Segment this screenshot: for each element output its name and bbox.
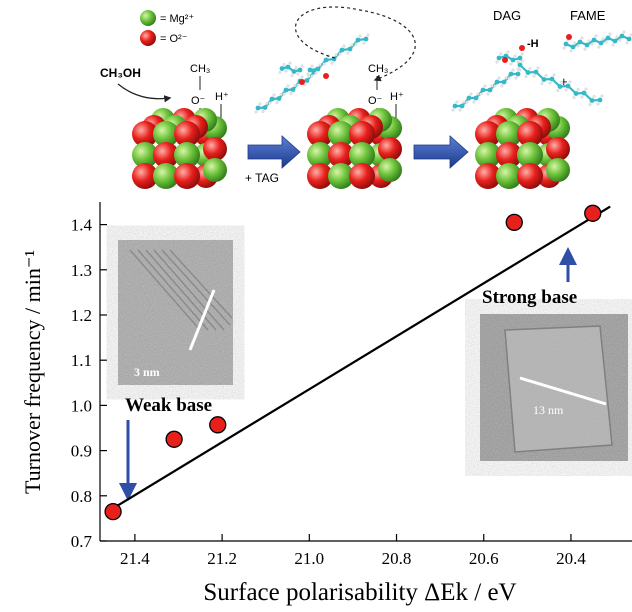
methanol-label: CH₃OH: [100, 66, 141, 80]
methanol-arrow: [117, 83, 172, 103]
y-tick-label: 0.7: [71, 532, 93, 551]
x-tick-label: 21.2: [207, 549, 237, 568]
methyl-label-1: CH₃: [190, 63, 210, 75]
x-axis-title: Surface polarisability ΔEk / eV: [203, 579, 516, 606]
weak-base-label: Weak base: [125, 395, 212, 416]
data-point: [505, 213, 523, 231]
data-points: [104, 204, 602, 521]
tag-molecule: [254, 33, 370, 114]
reaction-arrow-2: [413, 135, 469, 169]
dag-molecule: [451, 45, 604, 112]
o-legend-label: = O²⁻: [160, 33, 188, 45]
oxide-label-2: O⁻: [368, 95, 383, 107]
mg-legend-label: = Mg²⁺: [160, 13, 194, 25]
mg-legend-icon: [140, 10, 156, 26]
x-tick-label: 21.4: [120, 549, 150, 568]
data-point: [209, 416, 227, 434]
dag-label: DAG: [493, 8, 521, 23]
y-tick-label: 1.2: [71, 306, 92, 325]
fame-label: FAME: [570, 8, 606, 23]
fame-molecule: [562, 30, 632, 53]
reaction-scheme: = Mg²⁺ = O²⁻ CH₃OH CH₃ O⁻ H⁺ CH₃ O⁻ H⁺ D…: [100, 6, 632, 189]
y-tick-label: 0.8: [71, 487, 92, 506]
y-tick-label: 1.1: [71, 351, 92, 370]
tem-image-left: 3 nm: [118, 240, 233, 385]
oxide-label-1: O⁻: [191, 95, 206, 107]
y-axis-ticks: 0.7 0.8 0.9 1.0 1.1 1.2 1.3 1.4: [71, 216, 107, 551]
mgo-cluster-3: [475, 108, 570, 189]
strong-base-label: Strong base: [482, 287, 577, 308]
x-tick-label: 20.8: [382, 549, 412, 568]
data-point: [584, 204, 602, 222]
proton-label-1: H⁺: [215, 91, 229, 103]
o-legend-icon: [140, 30, 156, 46]
proton-label-2: H⁺: [390, 91, 404, 103]
x-tick-label: 20.4: [556, 549, 586, 568]
data-point: [165, 430, 183, 448]
scale-label-left: 3 nm: [134, 365, 160, 379]
scale-label-right: 13 nm: [533, 403, 564, 417]
y-tick-label: 0.9: [71, 442, 92, 461]
x-tick-label: 20.6: [469, 549, 499, 568]
scatter-plot: 0.7 0.8 0.9 1.0 1.1 1.2 1.3 1.4 21.4 21.2 21.0 20.…: [20, 202, 632, 606]
reaction-arrow-1: [247, 135, 301, 169]
y-tick-label: 1.4: [71, 216, 93, 235]
tem-image-right: 13 nm: [480, 314, 628, 461]
y-tick-label: 1.0: [71, 396, 92, 415]
plus-sign: +: [560, 74, 568, 89]
scale-bar-right: [519, 376, 607, 406]
mgo-cluster-1: [132, 108, 227, 189]
mgo-cluster-2: [307, 108, 402, 189]
scale-bar-left: [188, 289, 216, 351]
fit-line: [116, 205, 611, 507]
tag-label: + TAG: [245, 171, 279, 185]
x-axis-ticks: 21.4 21.2 21.0 20.8 20.6 20.4: [120, 534, 586, 568]
hydrogen-label: -H: [527, 38, 539, 50]
data-point: [104, 502, 122, 521]
y-axis-title: Turnover frequency / min⁻¹: [20, 250, 45, 494]
y-tick-label: 1.3: [71, 261, 92, 280]
attack-arrow: [294, 6, 416, 82]
methyl-label-2: CH₃: [368, 63, 388, 75]
x-tick-label: 21.0: [294, 549, 324, 568]
